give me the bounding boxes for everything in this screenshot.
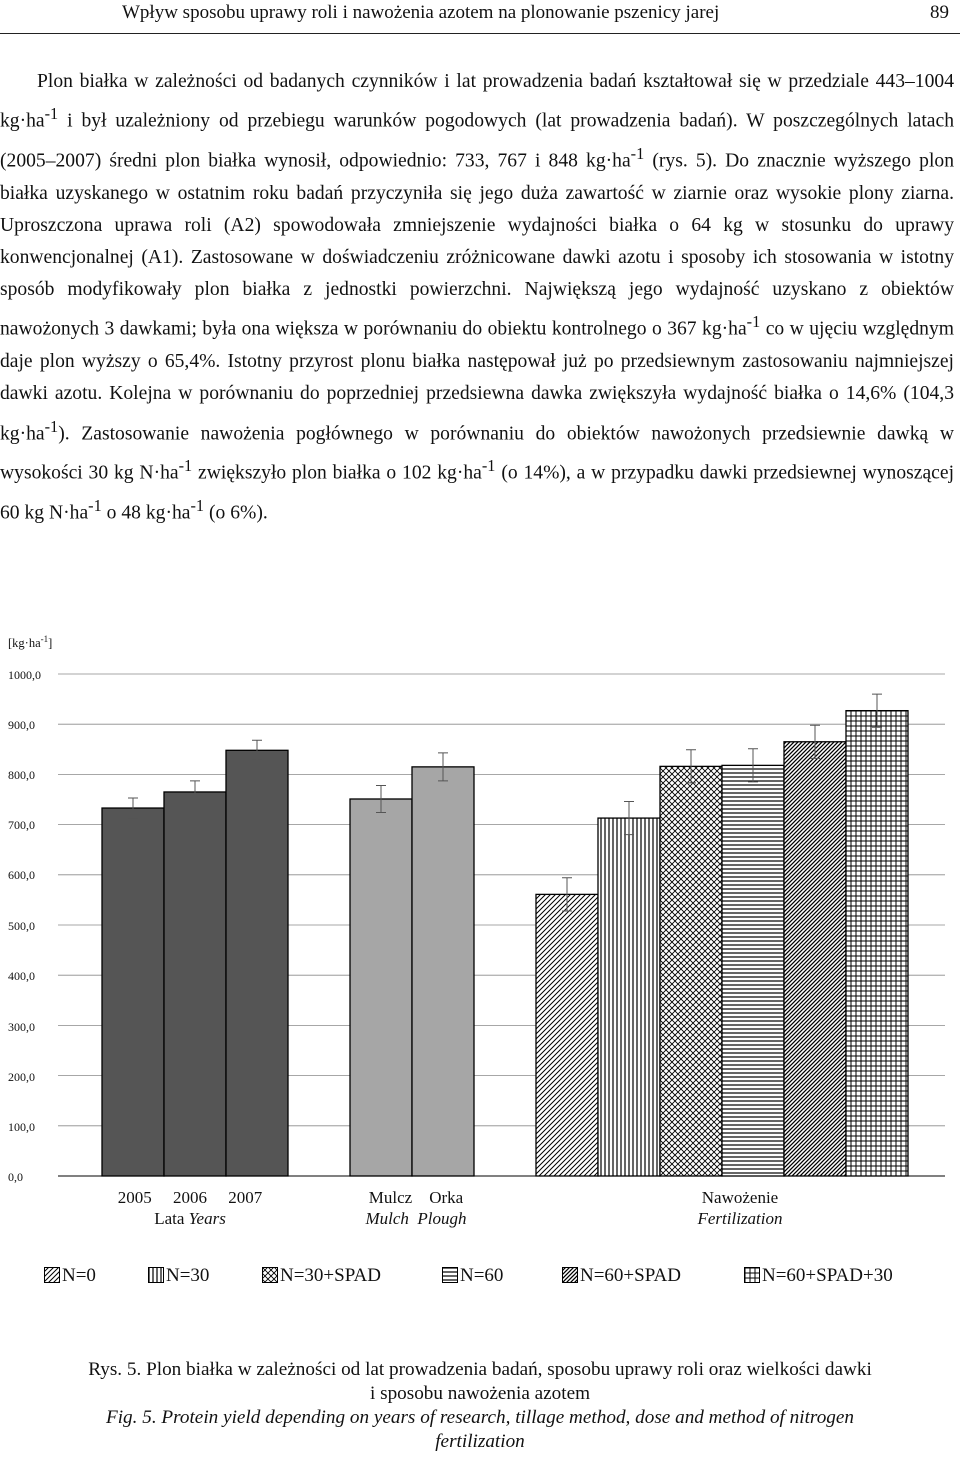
- x-tick-label: Orka: [429, 1188, 463, 1207]
- bar-n-30: [598, 818, 660, 1176]
- group-title: Lata: [154, 1209, 184, 1228]
- x-tick-label: Mulcz: [369, 1188, 412, 1207]
- year-labels: 2005 2006 2007: [100, 1187, 280, 1208]
- text-run: zwiększyło plon białka o 102 kg·ha: [192, 463, 482, 484]
- bar-2007: [226, 750, 288, 1176]
- bar-orka: [412, 767, 474, 1176]
- body-paragraph: Plon białka w zależności od badanych czy…: [0, 66, 954, 530]
- bar-chart: [0, 600, 960, 1200]
- superscript: -1: [631, 144, 645, 163]
- legend-label: N=0: [62, 1265, 96, 1286]
- x-tick-label: 2007: [228, 1188, 262, 1207]
- bar-n-60-spad-30: [846, 711, 908, 1176]
- bar-mulcz: [350, 799, 412, 1176]
- superscript: -1: [190, 496, 204, 515]
- legend-item: N=60+SPAD: [562, 1265, 681, 1287]
- bar-2006: [164, 792, 226, 1176]
- group-title-en: Fertilization: [698, 1209, 783, 1228]
- caption-en-line: fertilization: [0, 1430, 960, 1454]
- legend-item: N=60: [442, 1265, 503, 1287]
- x-tick-label: 2005: [118, 1188, 152, 1207]
- page-number: 89: [930, 2, 949, 24]
- legend-label: N=30+SPAD: [280, 1265, 381, 1286]
- text-run: o 48 kg·ha: [102, 503, 191, 524]
- group-label-fertilization: Nawożenie Fertilization: [640, 1187, 840, 1229]
- superscript: -1: [482, 456, 496, 475]
- legend-label: N=60: [460, 1265, 503, 1286]
- caption-en-line: Fig. 5. Protein yield depending on years…: [0, 1406, 960, 1430]
- group-label-tillage: Mulcz Orka Mulch Plough: [346, 1187, 486, 1229]
- group-label-years: 2005 2006 2007 Lata Years: [100, 1187, 280, 1229]
- x-tick-label: 2006: [173, 1188, 207, 1207]
- superscript: -1: [747, 312, 761, 331]
- bar-n-60-spad: [784, 742, 846, 1176]
- superscript: -1: [45, 417, 59, 436]
- legend-item: N=30: [148, 1265, 209, 1287]
- group-title: Nawożenie: [640, 1187, 840, 1208]
- bar-2005: [102, 808, 164, 1176]
- running-header: Wpływ sposobu uprawy roli i nawożenia az…: [0, 0, 960, 34]
- group-title-en: Years: [189, 1209, 226, 1228]
- running-title: Wpływ sposobu uprawy roli i nawożenia az…: [122, 2, 719, 24]
- legend-item: N=60+SPAD+30: [744, 1265, 893, 1287]
- bars: [58, 694, 945, 1176]
- legend-label: N=60+SPAD+30: [762, 1265, 893, 1286]
- figure-caption: Rys. 5. Plon białka w zależności od lat …: [0, 1358, 960, 1454]
- legend-item: N=30+SPAD: [262, 1265, 381, 1287]
- caption-pl-line: i sposobu nawożenia azotem: [0, 1382, 960, 1406]
- legend-label: N=30: [166, 1265, 209, 1286]
- legend-item: N=0: [44, 1265, 96, 1287]
- text-run: (o 6%).: [204, 503, 268, 524]
- x-tick-label-en: Mulch: [365, 1209, 408, 1228]
- bar-n-30-spad: [660, 766, 722, 1176]
- caption-pl-line: Rys. 5. Plon białka w zależności od lat …: [0, 1358, 960, 1382]
- x-tick-label-en: Plough: [417, 1209, 466, 1228]
- superscript: -1: [45, 104, 59, 123]
- legend-label: N=60+SPAD: [580, 1265, 681, 1286]
- bar-n-0: [536, 894, 598, 1176]
- bar-n-60: [722, 765, 784, 1176]
- superscript: -1: [179, 456, 193, 475]
- superscript: -1: [88, 496, 102, 515]
- text-run: (rys. 5). Do znacznie wyższego plon biał…: [0, 150, 954, 340]
